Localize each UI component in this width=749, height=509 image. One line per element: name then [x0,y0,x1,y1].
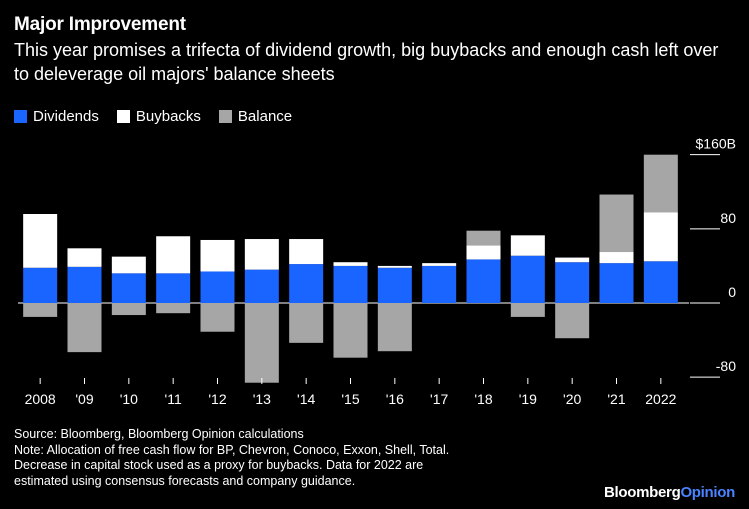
footer-note-line-1: Note: Allocation of free cash flow for B… [14,442,450,457]
bar-buybacks-5 [244,239,279,270]
bar-dividends-10 [466,259,501,303]
chart-subtitle: This year promises a trifecta of dividen… [14,40,719,84]
bar-dividends-14 [643,261,678,303]
bar-balance-12 [555,303,590,339]
legend-swatch-balance [218,110,232,123]
legend-item-balance: Balance [218,108,293,125]
bar-buybacks-0 [23,214,58,268]
bar-balance-11 [510,303,545,317]
bar-buybacks-6 [289,239,324,265]
bar-balance-7 [333,303,368,358]
bar-buybacks-13 [599,252,634,264]
bar-balance-5 [244,303,279,383]
x-tick-label-6: '14 [297,391,315,407]
bar-buybacks-2 [111,256,146,274]
legend-swatch-dividends [14,110,27,123]
bar-buybacks-4 [200,239,235,272]
brand-suffix: Opinion [680,484,735,501]
x-tick-label-0: 2008 [25,391,56,407]
bar-balance-10 [466,230,501,246]
bar-dividends-6 [289,264,324,303]
bar-balance-2 [111,303,146,316]
x-tick-label-8: '16 [386,391,404,407]
legend-label-buybacks: Buybacks [135,108,201,125]
y-tick-label-3: -80 [716,358,736,374]
x-tick-label-14: 2022 [645,391,676,407]
bar-balance-1 [67,303,102,353]
x-tick-label-12: '20 [563,391,581,407]
bar-buybacks-7 [333,262,368,266]
x-tick-label-2: '10 [120,391,138,407]
x-tick-label-7: '15 [341,391,359,407]
bar-buybacks-8 [377,265,412,268]
legend-item-buybacks: Buybacks [116,108,201,125]
bar-buybacks-14 [643,212,678,262]
bar-dividends-3 [156,273,191,303]
bar-dividends-9 [422,265,457,303]
footer-source: Source: Bloomberg, Bloomberg Opinion cal… [14,427,304,441]
x-tick-label-9: '17 [430,391,448,407]
legend-label-dividends: Dividends [33,108,99,125]
legend-swatch-buybacks [116,110,130,123]
bar-dividends-8 [377,267,412,303]
x-tick-label-11: '19 [519,391,537,407]
bar-dividends-7 [333,265,368,303]
y-tick-label-1: 80 [720,210,736,226]
bar-balance-13 [599,194,634,253]
bar-balance-3 [156,303,191,314]
legend-label-balance: Balance [237,108,293,125]
x-tick-label-3: '11 [165,391,182,407]
bar-dividends-2 [111,273,146,303]
bar-balance-6 [289,303,324,343]
bar-buybacks-10 [466,245,501,260]
bar-balance-8 [377,303,412,352]
brand-name: Bloomberg [603,484,681,501]
bar-balance-14 [643,154,678,213]
bar-balance-0 [23,303,58,317]
brand-logo: BloombergOpinion [604,484,735,501]
bar-balance-4 [200,303,235,332]
bar-buybacks-1 [67,248,102,267]
footer-notes: Source: Bloomberg, Bloomberg Opinion cal… [14,427,574,489]
legend-item-dividends: Dividends [14,108,99,125]
chart-title: Major Improvement [14,14,186,35]
bar-buybacks-11 [510,235,545,256]
bar-dividends-0 [23,267,58,303]
footer-note-line-2: Decrease in capital stock used as a prox… [14,458,424,472]
bar-dividends-5 [244,269,279,303]
x-tick-label-1: '09 [75,391,93,407]
x-tick-label-10: '18 [474,391,492,407]
bar-dividends-4 [200,271,235,303]
bar-dividends-12 [555,262,590,303]
bar-dividends-1 [67,266,102,303]
x-tick-label-5: '13 [253,391,271,407]
y-tick-label-0: $160B [696,136,736,152]
bar-buybacks-9 [422,263,457,266]
bar-dividends-13 [599,263,634,303]
bar-buybacks-12 [555,257,590,263]
footer-note-line-3: estimated using consensus forecasts and … [14,473,356,488]
y-tick-label-2: 0 [728,284,736,300]
x-tick-label-4: '12 [208,391,226,407]
legend: Dividends Buybacks Balance [14,108,292,125]
bar-dividends-11 [510,255,545,303]
x-tick-label-13: '21 [607,391,625,407]
bar-buybacks-3 [156,236,191,274]
